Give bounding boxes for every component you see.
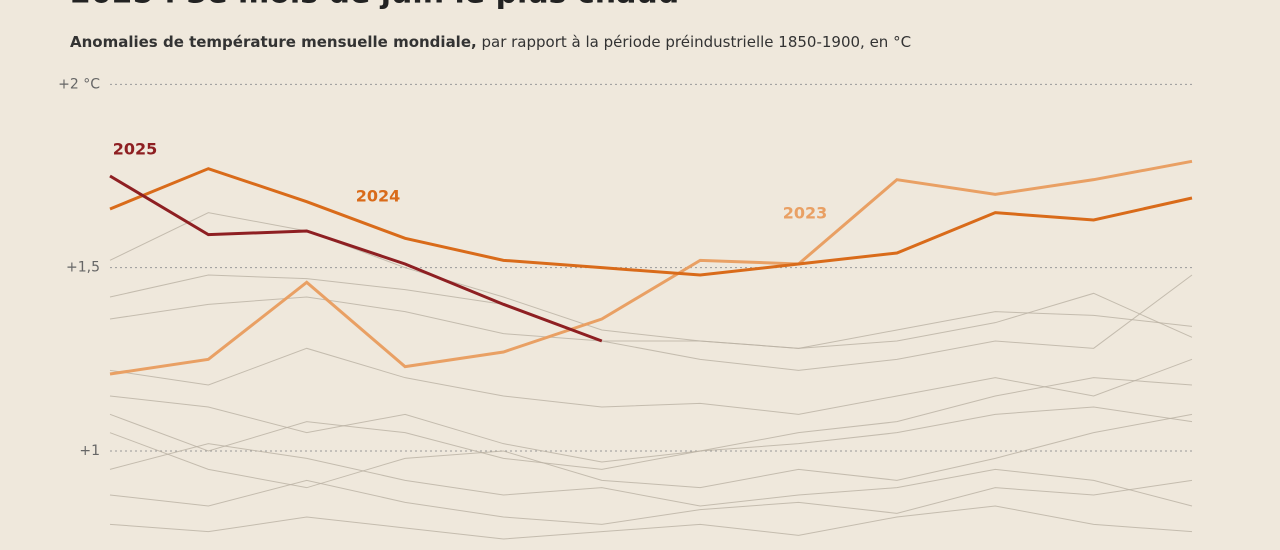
series-label: 2025 (113, 140, 158, 159)
background-line (109, 505, 1193, 540)
series-line (109, 174, 603, 343)
background-line (109, 377, 1193, 463)
background-line (109, 274, 1193, 349)
background-line (109, 212, 1193, 349)
y-tick-label: +1 (79, 443, 100, 459)
series-label: 2023 (783, 204, 828, 223)
subtitle: par rapport à la période préindustrielle… (481, 33, 911, 51)
series-line (109, 167, 1193, 277)
series-label: 2024 (356, 187, 401, 206)
series-line (109, 159, 1193, 376)
chart-subtitle: Anomalies de température mensuelle mondi… (70, 33, 911, 51)
y-tick-label: +1,5 (66, 260, 100, 276)
background-line (109, 406, 1193, 470)
background-line (109, 479, 1193, 525)
chart-title: 2025 : 3e mois de juin le plus chaud (70, 0, 679, 11)
background-line (109, 347, 1193, 415)
subtitle-bold: Anomalies de température mensuelle mondi… (70, 33, 477, 51)
background-line (109, 274, 1193, 371)
y-tick-label: +2 °C (58, 76, 100, 92)
background-line (109, 443, 1193, 507)
